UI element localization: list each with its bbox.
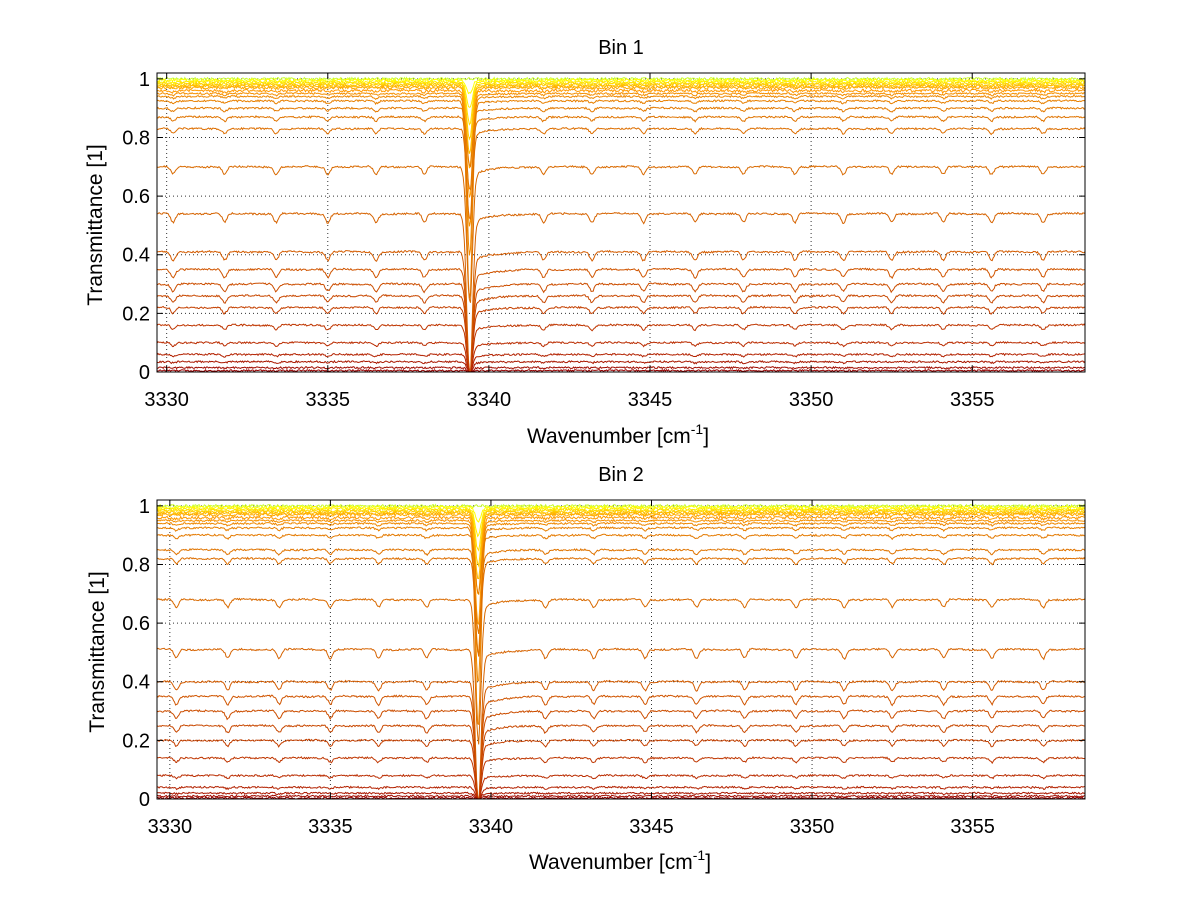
x-tick-label: 3340 xyxy=(469,816,514,838)
y-tick-label: 0.2 xyxy=(122,730,150,752)
series-line xyxy=(157,94,1085,256)
series-line xyxy=(157,282,1085,372)
x-axis-label-sup: -1 xyxy=(693,847,706,863)
series-line xyxy=(157,365,1085,372)
x-axis-label: Wavenumber [cm-1] xyxy=(527,421,709,448)
x-tick-label: 3345 xyxy=(629,816,674,838)
series-group xyxy=(157,76,1085,372)
series-line xyxy=(157,510,1085,580)
series-line xyxy=(157,340,1085,372)
series-line xyxy=(157,518,1085,653)
series-line xyxy=(157,368,1085,372)
series-line xyxy=(157,99,1085,299)
series-line xyxy=(157,521,1085,682)
series-line xyxy=(157,647,1085,799)
x-axis-label-main: Wavenumber [cm xyxy=(529,851,693,874)
series-line xyxy=(157,77,1085,95)
x-axis-label-main: Wavenumber [cm xyxy=(527,425,691,448)
series-line xyxy=(157,679,1085,799)
series-line xyxy=(157,91,1085,227)
series-line xyxy=(157,738,1085,799)
series-line xyxy=(157,794,1085,799)
series-line xyxy=(157,126,1085,221)
series-line xyxy=(157,305,1085,372)
x-tick-label: 3355 xyxy=(950,389,995,411)
x-axis-label: Wavenumber [cm-1] xyxy=(529,847,711,874)
series-line xyxy=(157,164,1085,303)
series-line xyxy=(157,512,1085,596)
series-line xyxy=(157,709,1085,799)
y-tick-label: 0.8 xyxy=(122,127,150,149)
series-line xyxy=(157,694,1085,799)
axes-box xyxy=(156,72,1086,373)
series-line xyxy=(157,323,1085,372)
series-line xyxy=(157,80,1085,126)
x-tick-label: 3345 xyxy=(628,389,673,411)
y-tick-label: 1 xyxy=(139,496,150,518)
series-line xyxy=(157,106,1085,168)
x-tick-label: 3330 xyxy=(148,816,193,838)
y-tick-label: 0.6 xyxy=(122,186,150,208)
y-tick-label: 0.8 xyxy=(122,554,150,576)
series-line xyxy=(157,773,1085,799)
series-line xyxy=(157,267,1085,372)
series-line xyxy=(157,791,1085,799)
series-line xyxy=(157,515,1085,626)
series-line xyxy=(157,211,1085,372)
x-tick-label: 3350 xyxy=(790,816,835,838)
x-tick-label: 3330 xyxy=(144,389,189,411)
series-line xyxy=(157,293,1085,372)
axes-box xyxy=(156,499,1086,800)
y-tick-label: 0 xyxy=(139,789,150,811)
series-group xyxy=(157,503,1085,799)
x-tick-label: 3335 xyxy=(308,816,353,838)
y-tick-label: 0.2 xyxy=(122,303,150,325)
series-line xyxy=(157,533,1085,596)
series-line xyxy=(157,723,1085,799)
y-tick-label: 0 xyxy=(139,362,150,384)
y-tick-label: 0.6 xyxy=(122,613,150,635)
x-tick-label: 3355 xyxy=(950,816,995,838)
y-axis-label: Transmittance [1] xyxy=(86,571,109,732)
series-line xyxy=(157,756,1085,799)
ticks: 3330 3335 3340 3345 3350 3355 0 0.2 0.4 0.6 0.8 1 xyxy=(122,69,1085,411)
x-tick-label: 3350 xyxy=(789,389,834,411)
series-line xyxy=(157,249,1085,372)
series-line xyxy=(157,88,1085,198)
x-tick-label: 3335 xyxy=(306,389,351,411)
grid xyxy=(157,500,1085,800)
chart-title: Bin 2 xyxy=(598,464,644,486)
chart-bin-2: Bin 2 Transmittance [1] Wavenumber [cm-1… xyxy=(86,464,1086,874)
x-axis-label-sup: -1 xyxy=(691,421,704,437)
series-line xyxy=(157,547,1085,634)
series-line xyxy=(157,83,1085,154)
x-axis-label-tail: ] xyxy=(705,851,711,874)
chart-bin-1: Bin 1 Transmittance [1] Wavenumber [cm-1… xyxy=(84,37,1086,448)
y-tick-label: 0.4 xyxy=(122,245,150,267)
series-line xyxy=(157,556,1085,657)
series-line xyxy=(157,526,1085,726)
y-tick-label: 1 xyxy=(139,69,150,91)
x-tick-label: 3340 xyxy=(467,389,512,411)
x-axis-label-tail: ] xyxy=(703,425,709,448)
y-tick-label: 0.4 xyxy=(122,672,150,694)
series-line xyxy=(157,507,1085,552)
series-line xyxy=(157,85,1085,169)
series-line xyxy=(157,597,1085,745)
chart-title: Bin 1 xyxy=(598,37,644,59)
series-line xyxy=(157,115,1085,191)
series-line xyxy=(157,359,1085,372)
y-axis-label: Transmittance [1] xyxy=(84,144,107,305)
ticks: 3330 3335 3340 3345 3350 3355 0 0.2 0.4 0.6 0.8 1 xyxy=(122,496,1085,838)
series-line xyxy=(157,352,1085,372)
series-line xyxy=(157,785,1085,799)
